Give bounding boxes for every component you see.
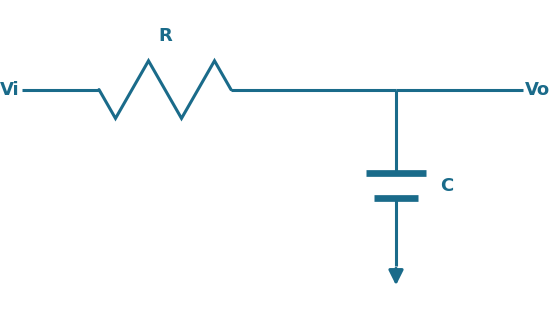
Text: C: C — [440, 177, 453, 195]
Text: R: R — [158, 27, 172, 45]
Text: Vo: Vo — [525, 81, 550, 99]
Text: Vi: Vi — [0, 81, 19, 99]
